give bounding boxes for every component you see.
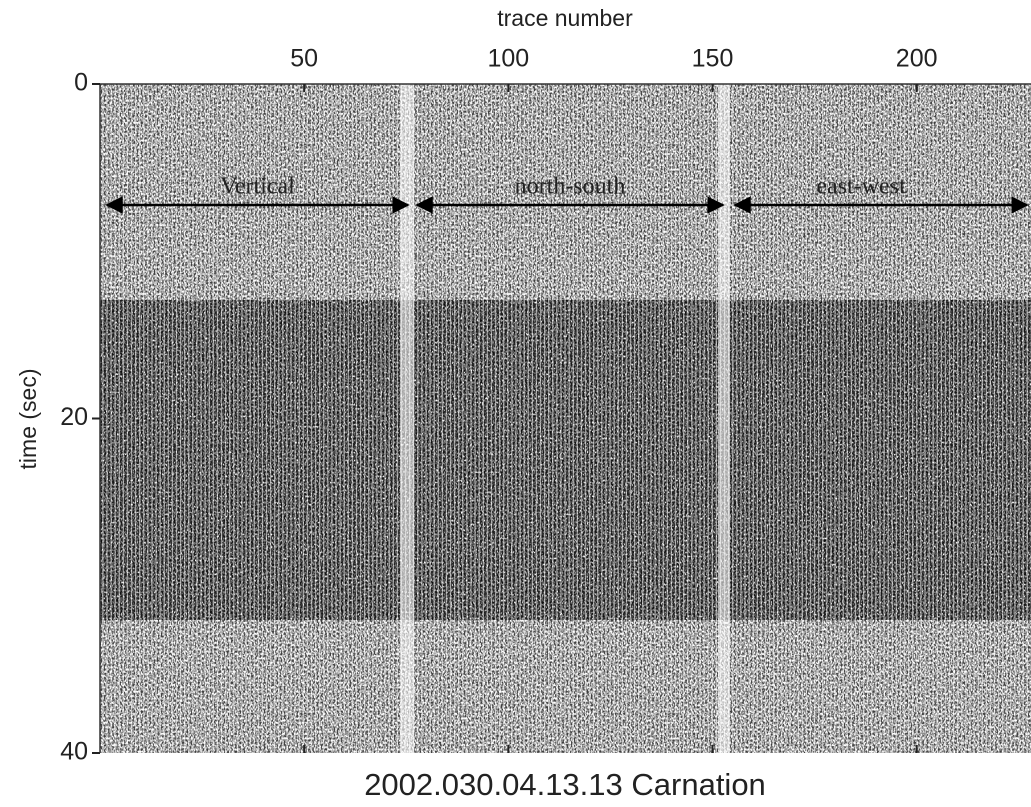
y-axis-label: time (sec) [15, 369, 41, 470]
y-tick-label: 40 [60, 738, 88, 766]
annotation: Vertical [220, 174, 295, 200]
annotation: east-west [816, 174, 906, 200]
x-tick-label: 150 [692, 45, 734, 73]
y-tick-label: 0 [74, 69, 88, 97]
traces [100, 84, 1031, 753]
x-tick-label: 50 [290, 45, 318, 73]
chart-title: 2002.030.04.13.13 Carnation [364, 767, 766, 802]
annotation: north-south [515, 174, 626, 200]
y-tick-label: 20 [60, 403, 88, 431]
x-tick-label: 100 [487, 45, 529, 73]
x-tick-label: 200 [896, 45, 938, 73]
x-axis-label: trace number [497, 5, 633, 31]
